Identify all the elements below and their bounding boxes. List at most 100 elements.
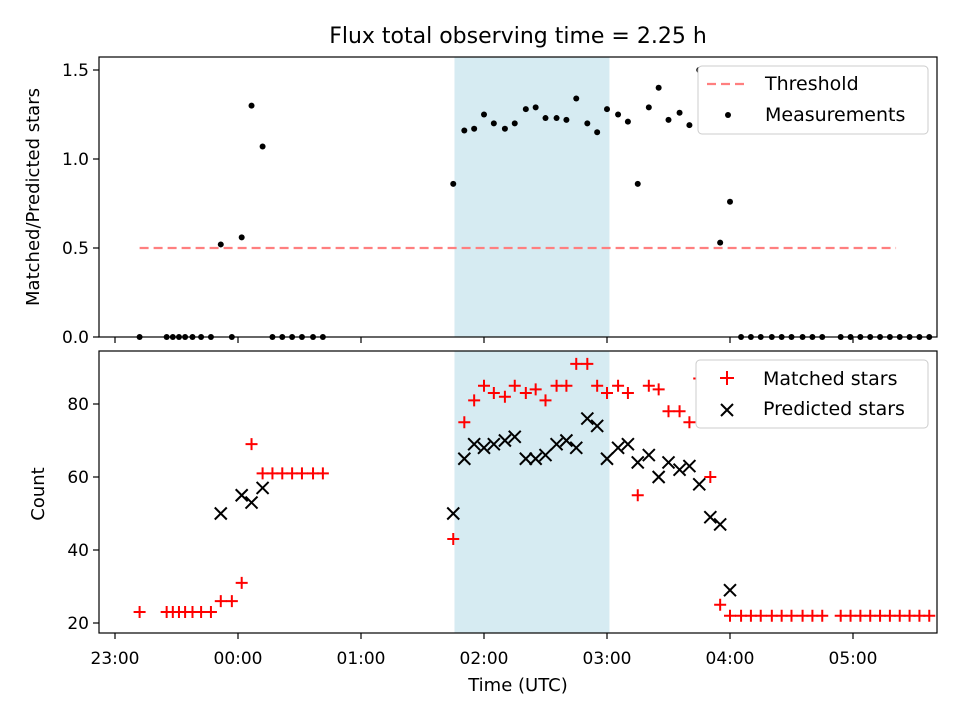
predicted-star-point xyxy=(467,437,481,451)
y-tick-label: 0.0 xyxy=(62,328,89,348)
top-x-ticks xyxy=(114,337,854,343)
matched-star-point xyxy=(245,438,258,451)
x-axis-label: Time (UTC) xyxy=(467,675,568,696)
predicted-star-point xyxy=(538,448,553,462)
measurement-point xyxy=(542,115,549,122)
matched-star-point xyxy=(612,379,625,392)
matched-star-point xyxy=(468,394,481,407)
matched-star-point xyxy=(560,379,573,392)
predicted-star-point xyxy=(631,455,645,470)
predicted-star-point xyxy=(457,452,472,466)
x-tick-label: 01:00 xyxy=(337,649,386,669)
measurement-point xyxy=(686,122,693,129)
top-y-ticks: 0.0 0.5 1.0 1.5 xyxy=(62,61,99,348)
matched-star-point xyxy=(508,379,521,392)
matched-star-point xyxy=(704,471,717,483)
measurement-point xyxy=(624,118,631,125)
bottom-y-ticks: 20 40 60 80 xyxy=(67,395,99,634)
predicted-star-point xyxy=(692,477,706,492)
legend-predicted-swatch xyxy=(720,403,734,417)
y-tick-label: 80 xyxy=(67,395,89,415)
measurement-point xyxy=(563,116,570,123)
measurement-point xyxy=(594,129,601,136)
measurement-point xyxy=(501,125,508,132)
y-tick-label: 1.0 xyxy=(62,150,89,170)
matched-star-point xyxy=(225,595,238,608)
matched-star-point xyxy=(133,606,146,619)
measurement-point xyxy=(573,95,580,102)
matched-star-point xyxy=(785,609,798,622)
matched-star-point xyxy=(621,387,634,400)
y-tick-label: 20 xyxy=(67,614,89,634)
predicted-star-point xyxy=(611,441,625,455)
matched-star-point xyxy=(529,383,542,396)
matched-star-point xyxy=(683,416,696,429)
x-tick-label: 05:00 xyxy=(829,649,878,669)
predicted-star-point xyxy=(703,510,718,524)
x-tick-label: 02:00 xyxy=(460,649,509,669)
predicted-star-point xyxy=(672,462,687,477)
predicted-star-point xyxy=(549,437,564,451)
y-tick-label: 40 xyxy=(67,541,89,561)
measurement-point xyxy=(665,116,672,123)
predicted-star-point xyxy=(642,448,656,462)
legend-predicted-label: Predicted stars xyxy=(763,398,905,420)
legend-matched-label: Matched stars xyxy=(763,368,897,390)
measurement-point xyxy=(511,120,518,127)
measurement-point xyxy=(727,198,733,205)
x-tick-label: 00:00 xyxy=(214,649,263,669)
matched-star-point xyxy=(458,416,471,429)
legend-threshold-label: Threshold xyxy=(764,73,859,95)
y-tick-label: 0.5 xyxy=(62,239,89,259)
measurement-point xyxy=(645,104,652,111)
matched-star-point xyxy=(539,394,552,407)
matched-star-point xyxy=(235,576,248,589)
measurement-point xyxy=(461,127,468,134)
predicted-star-point xyxy=(498,433,512,448)
matched-star-point xyxy=(601,387,613,400)
matched-star-point xyxy=(816,609,829,622)
bottom-axes-frame xyxy=(98,350,938,634)
matched-star-point xyxy=(487,387,500,400)
measurement-point xyxy=(248,102,255,109)
legend-matched-swatch xyxy=(720,371,734,385)
matched-star-point xyxy=(642,379,655,392)
predicted-star-point xyxy=(723,583,737,597)
predicted-star-point xyxy=(682,459,697,473)
bottom-y-axis-label: Count xyxy=(28,467,49,520)
y-tick-label: 60 xyxy=(67,468,89,488)
predicted-star-point xyxy=(600,452,614,466)
predicted-star-point xyxy=(559,433,574,448)
predicted-star-point xyxy=(446,506,460,521)
x-tick-label: 03:00 xyxy=(583,649,632,669)
measurement-point xyxy=(717,239,724,246)
measurement-point xyxy=(584,120,591,127)
figure-title: Flux total observing time = 2.25 h xyxy=(329,24,707,49)
matched-star-point xyxy=(591,379,604,392)
measurement-point xyxy=(676,109,683,116)
predicted-star-point xyxy=(528,452,543,466)
matched-star-point xyxy=(754,609,767,622)
measurement-point xyxy=(238,234,245,241)
matched-star-point xyxy=(923,609,936,622)
y-tick-label: 1.5 xyxy=(62,61,89,81)
measurement-point xyxy=(522,106,529,113)
bottom-panel: 20 40 60 80 23:00 00:00 01:00 02:00 03:00 04:00 0… xyxy=(28,350,938,696)
predicted-star-point xyxy=(569,441,583,455)
x-tick-label: 23:00 xyxy=(91,649,140,669)
matched-star-point xyxy=(204,606,217,619)
measurement-point xyxy=(655,84,662,91)
x-tick-label: 04:00 xyxy=(706,649,755,669)
matched-star-point xyxy=(581,357,594,370)
predicted-star-point xyxy=(255,481,270,495)
measurement-point xyxy=(604,106,610,113)
predicted-star-point xyxy=(508,430,522,444)
matched-star-point xyxy=(478,379,490,392)
count-points xyxy=(133,357,936,622)
predicted-star-point xyxy=(487,437,501,451)
matched-star-point xyxy=(447,533,460,546)
predicted-star-point xyxy=(519,452,533,466)
top-shaded-span xyxy=(454,57,610,337)
predicted-star-point xyxy=(621,437,635,451)
